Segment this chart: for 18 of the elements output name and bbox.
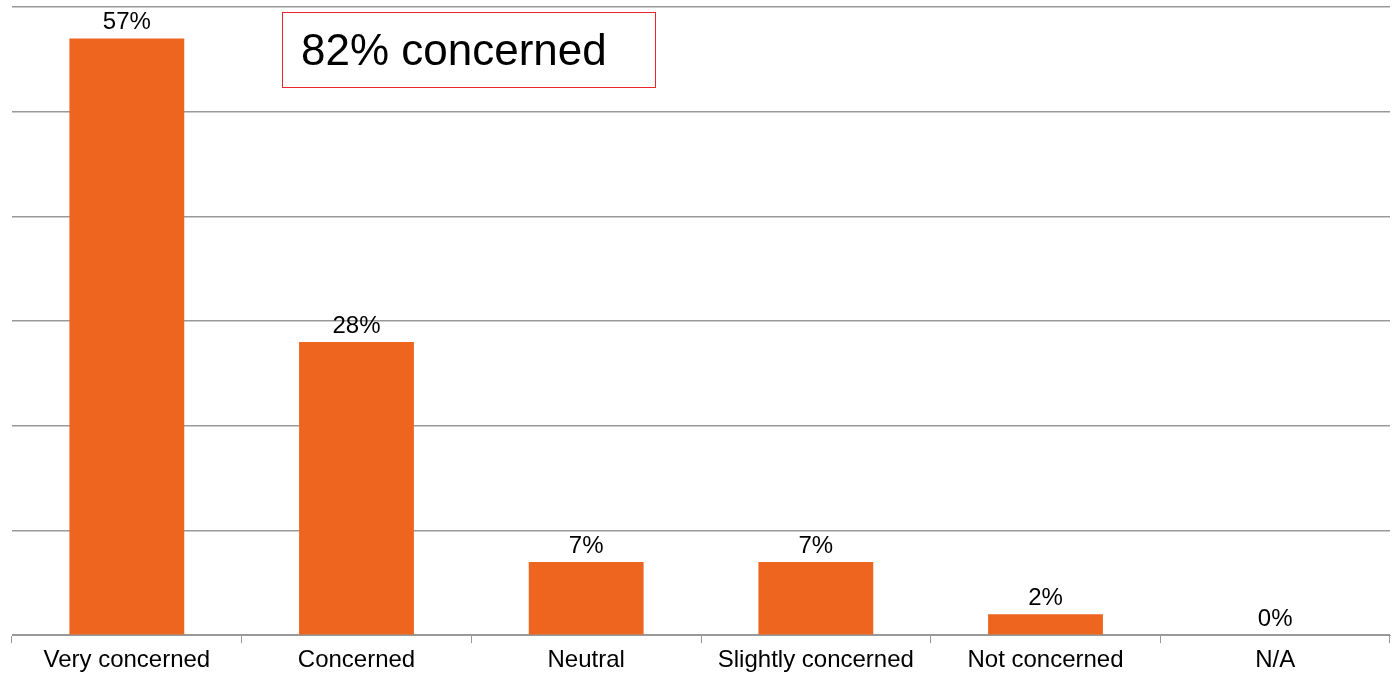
data-label: 0%	[1257, 603, 1293, 631]
bar	[299, 342, 414, 635]
x-tick-label: Not concerned	[967, 645, 1124, 673]
data-label: 28%	[332, 310, 381, 338]
x-tick-label: Concerned	[297, 645, 416, 673]
bar	[988, 614, 1103, 635]
data-label: 2%	[1028, 582, 1063, 610]
data-label: 7%	[568, 530, 604, 558]
annotation: 82% concerned	[282, 12, 656, 88]
x-tick-label: Slightly concerned	[717, 645, 914, 673]
bar	[69, 38, 185, 635]
x-tick-label: Neutral	[547, 645, 625, 673]
x-tick-label: N/A	[1255, 645, 1296, 673]
bar	[758, 561, 874, 635]
x-tick-label: Very concerned	[43, 645, 211, 673]
data-label: 7%	[798, 530, 834, 558]
bar	[528, 561, 644, 635]
data-label: 57%	[102, 7, 151, 35]
